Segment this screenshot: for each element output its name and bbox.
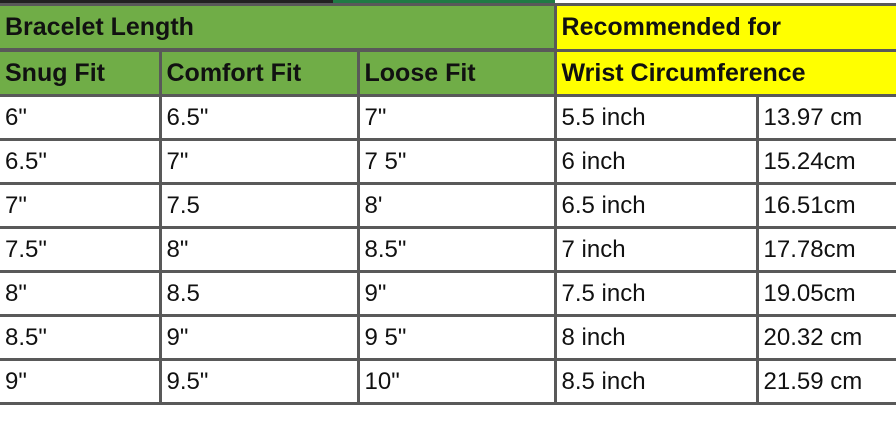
- wrist-cm-cell: 21.59 cm: [755, 358, 896, 405]
- wrist-cm-cell: 16.51cm: [755, 182, 896, 229]
- snug-fit-header: Snug Fit: [0, 48, 162, 97]
- wrist-cm-cell: 13.97 cm: [755, 94, 896, 141]
- snug-fit-cell: 6.5": [0, 138, 162, 185]
- loose-fit-cell: 7": [356, 94, 557, 141]
- snug-fit-cell: 8": [0, 270, 162, 317]
- table-row: 8" 8.5 9" 7.5 inch 19.05cm: [0, 270, 896, 317]
- bracelet-size-table: Bracelet Length Recommended for Snug Fit…: [0, 3, 896, 405]
- wrist-cm-cell: 17.78cm: [755, 226, 896, 273]
- loose-fit-cell: 8': [356, 182, 557, 229]
- top-border-dark: [0, 0, 333, 4]
- comfort-fit-cell: 8": [158, 226, 360, 273]
- table-row: 6.5" 7" 7 5" 6 inch 15.24cm: [0, 138, 896, 185]
- comfort-fit-cell: 6.5": [158, 94, 360, 141]
- table-row: 7" 7.5 8' 6.5 inch 16.51cm: [0, 182, 896, 229]
- snug-fit-cell: 8.5": [0, 314, 162, 361]
- wrist-inch-cell: 5.5 inch: [553, 94, 759, 141]
- table-row: 8.5" 9" 9 5" 8 inch 20.32 cm: [0, 314, 896, 361]
- wrist-cm-cell: 19.05cm: [755, 270, 896, 317]
- comfort-fit-cell: 9.5": [158, 358, 360, 405]
- comfort-fit-header: Comfort Fit: [158, 48, 360, 97]
- loose-fit-cell: 10": [356, 358, 557, 405]
- recommended-for-header: Recommended for: [553, 3, 896, 52]
- loose-fit-cell: 9 5": [356, 314, 557, 361]
- wrist-cm-cell: 20.32 cm: [755, 314, 896, 361]
- table-row: 9" 9.5" 10" 8.5 inch 21.59 cm: [0, 358, 896, 405]
- table-row: 7.5" 8" 8.5" 7 inch 17.78cm: [0, 226, 896, 273]
- table-row: 6" 6.5" 7" 5.5 inch 13.97 cm: [0, 94, 896, 141]
- header-row-1: Bracelet Length Recommended for: [0, 3, 896, 52]
- wrist-inch-cell: 6.5 inch: [553, 182, 759, 229]
- wrist-inch-cell: 7.5 inch: [553, 270, 759, 317]
- comfort-fit-cell: 7.5: [158, 182, 360, 229]
- comfort-fit-cell: 9": [158, 314, 360, 361]
- wrist-inch-cell: 6 inch: [553, 138, 759, 185]
- loose-fit-cell: 7 5": [356, 138, 557, 185]
- comfort-fit-cell: 7": [158, 138, 360, 185]
- loose-fit-header: Loose Fit: [356, 48, 557, 97]
- loose-fit-cell: 9": [356, 270, 557, 317]
- header-row-2: Snug Fit Comfort Fit Loose Fit Wrist Cir…: [0, 48, 896, 97]
- wrist-inch-cell: 7 inch: [553, 226, 759, 273]
- snug-fit-cell: 7.5": [0, 226, 162, 273]
- wrist-inch-cell: 8.5 inch: [553, 358, 759, 405]
- wrist-inch-cell: 8 inch: [553, 314, 759, 361]
- wrist-circumference-header: Wrist Circumference: [553, 48, 896, 97]
- snug-fit-cell: 7": [0, 182, 162, 229]
- loose-fit-cell: 8.5": [356, 226, 557, 273]
- snug-fit-cell: 9": [0, 358, 162, 405]
- comfort-fit-cell: 8.5: [158, 270, 360, 317]
- wrist-cm-cell: 15.24cm: [755, 138, 896, 185]
- snug-fit-cell: 6": [0, 94, 162, 141]
- top-border-green: [333, 0, 555, 4]
- bracelet-length-header: Bracelet Length: [0, 3, 557, 52]
